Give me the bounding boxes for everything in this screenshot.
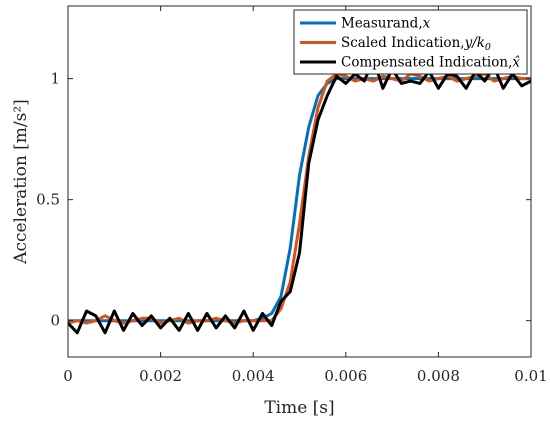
scaled-indication-series-line: [68, 72, 531, 325]
legend-label: Measurand,x: [341, 16, 431, 32]
legend-label-text: Compensated Indication,: [341, 55, 512, 71]
x-tick-label: 0.002: [139, 367, 182, 385]
legend-label: Scaled Indication,y/k0: [341, 35, 491, 53]
x-tick-label: 0.006: [324, 367, 367, 385]
legend-label-math: x̂: [512, 55, 520, 71]
legend-label-math: x: [423, 16, 431, 32]
x-tick-label: 0.008: [417, 367, 460, 385]
legend: Measurand,x Scaled Indication,y/k0 Compens…: [293, 9, 528, 75]
compensated-indication-series-line: [68, 57, 531, 335]
y-tick-label: 0.5: [36, 191, 60, 209]
x-tick-label: 0: [63, 367, 73, 385]
legend-label: Compensated Indication,x̂: [341, 55, 520, 71]
x-axis: 0 0.002 0.004 0.006 0.008 0.01: [63, 6, 548, 385]
series-layer: [68, 57, 531, 335]
y-axis-title: Acceleration [m/s²]: [11, 99, 31, 265]
x-tick-label: 0.01: [514, 367, 547, 385]
legend-label-text: Scaled Indication,: [341, 35, 465, 51]
legend-entry-measurand: Measurand,x: [300, 16, 431, 32]
legend-label-text: Measurand,: [341, 16, 423, 32]
y-tick-label: 1: [50, 70, 60, 88]
legend-entry-scaled-indication: Scaled Indication,y/k0: [300, 35, 491, 53]
x-axis-title: Time [s]: [264, 398, 334, 418]
legend-label-math: y/k: [464, 35, 485, 51]
y-tick-label: 0: [50, 312, 60, 330]
legend-label-subscript: 0: [485, 42, 491, 53]
plot-frame: [67, 5, 532, 358]
x-tick-label: 0.004: [232, 367, 275, 385]
y-axis: 00.51: [36, 70, 531, 330]
legend-entry-compensated-indication: Compensated Indication,x̂: [300, 55, 520, 71]
